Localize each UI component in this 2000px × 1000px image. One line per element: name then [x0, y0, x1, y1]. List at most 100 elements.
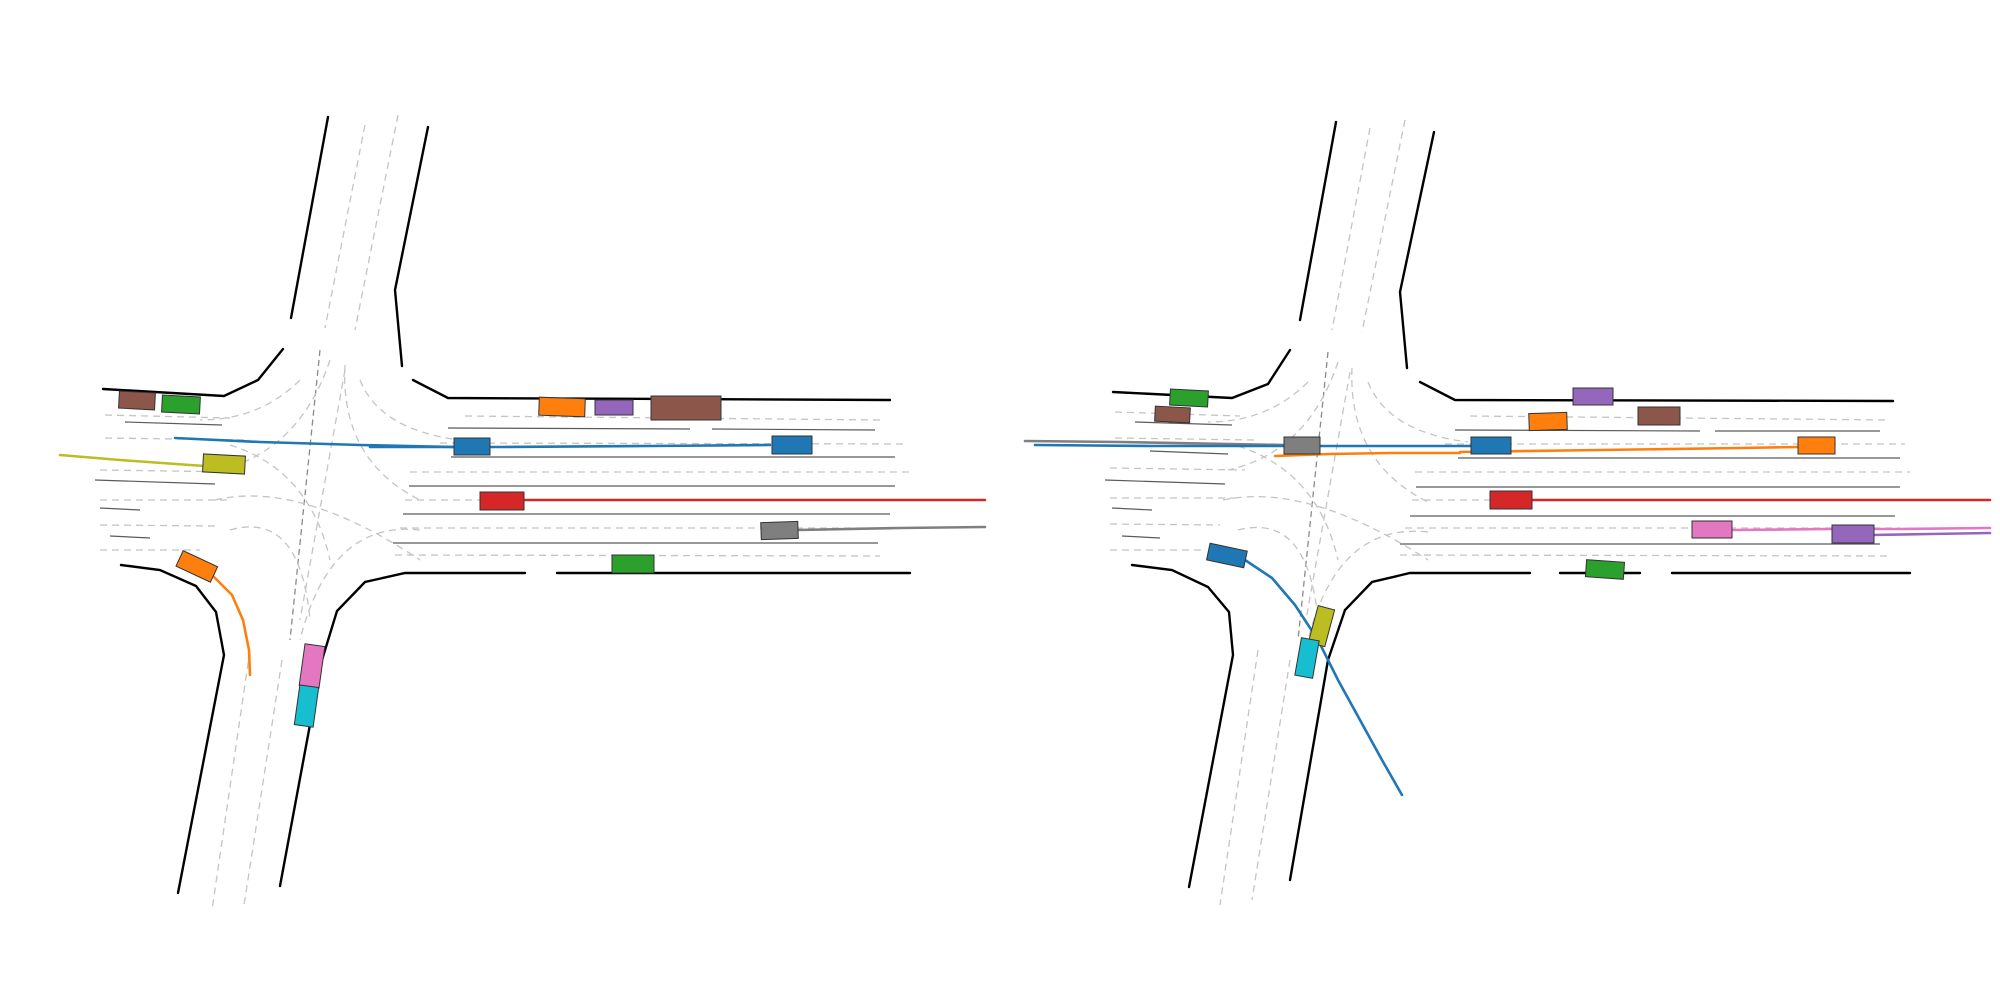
road-edge: [1418, 380, 1895, 403]
road-edge: [278, 571, 527, 888]
road-edge: [411, 378, 892, 402]
right-trajectories: [1023, 439, 1992, 797]
vehicle-cyan: [1294, 637, 1320, 679]
vehicle-purple: [594, 399, 634, 416]
lane-divider: [1134, 421, 1233, 426]
lane-divider: [1305, 371, 1351, 621]
vehicle-pink: [1691, 520, 1733, 539]
trajectory-orange: [1458, 445, 1802, 454]
lane-divider: [711, 428, 876, 431]
trajectory-blue: [1243, 558, 1404, 797]
lane-divider: [1111, 507, 1153, 511]
vehicle-blue: [453, 437, 491, 456]
vehicle-orange: [538, 396, 586, 418]
junction-connector: [1237, 445, 1339, 561]
road-edge: [119, 563, 226, 895]
vehicle-blue: [1205, 542, 1248, 569]
junction-connector: [1237, 526, 1319, 621]
vehicle-green: [161, 394, 201, 415]
vehicle-blue: [771, 435, 813, 455]
lane-divider: [1361, 119, 1406, 333]
lane-divider: [1149, 450, 1229, 455]
left-scene: [58, 114, 987, 911]
vehicle-green: [1584, 559, 1626, 580]
junction-connector: [1207, 381, 1309, 423]
left-trajectories: [58, 436, 987, 677]
road-edge: [1298, 120, 1338, 322]
lane-divider: [1114, 437, 1256, 441]
lane-divider: [1331, 127, 1371, 331]
vehicle-orange: [175, 550, 219, 583]
vehicle-purple: [1572, 387, 1614, 406]
vehicle-blue: [1470, 436, 1512, 455]
vehicle-gray: [1283, 436, 1321, 455]
vehicle-red: [479, 491, 525, 511]
left-vehicles: [118, 390, 813, 728]
junction-connector: [229, 444, 331, 561]
lane-divider: [1109, 467, 1246, 471]
lane-divider: [1454, 429, 1701, 432]
trajectory-gray: [796, 525, 987, 532]
trajectory-orange: [1273, 451, 1462, 458]
vehicle-orange: [1528, 411, 1568, 432]
right-lane-lines: [1104, 119, 1910, 906]
lane-divider: [1121, 535, 1161, 539]
vehicle-green: [1169, 388, 1209, 408]
vehicle-green: [611, 554, 655, 574]
junction-connector: [219, 359, 331, 471]
lane-divider: [1219, 649, 1259, 906]
vehicle-brown: [118, 390, 156, 411]
trajectory-purple: [1868, 531, 1992, 537]
vehicle-gray: [760, 520, 799, 541]
junction-connector: [1222, 495, 1429, 561]
junction-connector: [1351, 367, 1429, 503]
lane-divider: [99, 507, 141, 511]
junction-connector: [359, 379, 461, 441]
trajectory-blue: [173, 436, 457, 449]
junction-connector: [344, 364, 421, 501]
junction-connector: [1367, 381, 1469, 443]
vehicle-purple: [1831, 524, 1875, 544]
vehicle-cyan: [293, 684, 320, 728]
right-road-edges: [1111, 120, 1912, 889]
vehicle-orange: [1797, 436, 1836, 455]
junction-connector: [229, 526, 311, 621]
trajectory-blue: [368, 443, 772, 449]
lane-divider: [439, 442, 906, 445]
junction-connector: [214, 495, 421, 561]
vehicle-brown: [1637, 406, 1681, 426]
junction-connector: [299, 528, 421, 641]
lane-divider: [1104, 479, 1226, 485]
lane-divider: [289, 349, 321, 641]
vehicle-brown: [650, 395, 722, 421]
vehicle-red: [1489, 490, 1533, 510]
lane-divider: [94, 479, 216, 485]
junction-connector: [1227, 361, 1339, 471]
vehicle-brown: [1154, 405, 1191, 424]
road-edge: [101, 347, 285, 398]
trajectory-olive: [58, 453, 207, 468]
lane-divider: [124, 421, 223, 426]
lane-divider: [1109, 523, 1221, 526]
lane-divider: [211, 649, 251, 911]
lane-divider: [104, 414, 231, 419]
trajectory-blue: [1033, 443, 1472, 448]
lane-divider: [1297, 351, 1329, 641]
trajectory-orange: [210, 573, 252, 677]
lane-divider: [109, 535, 151, 539]
lane-divider: [99, 524, 216, 527]
road-edge: [289, 115, 330, 320]
vehicle-olive: [202, 453, 246, 475]
road-edge: [1398, 130, 1436, 370]
lane-divider: [324, 124, 366, 329]
road-edge: [1288, 571, 1532, 882]
vehicle-pink: [298, 643, 326, 689]
left-lane-lines: [94, 114, 910, 911]
right-vehicles: [1154, 387, 1875, 679]
lane-divider: [354, 114, 399, 331]
road-edge: [1130, 563, 1235, 889]
lane-divider: [299, 369, 346, 621]
lane-divider: [1399, 554, 1891, 557]
trajectory-gray: [1023, 439, 1287, 447]
